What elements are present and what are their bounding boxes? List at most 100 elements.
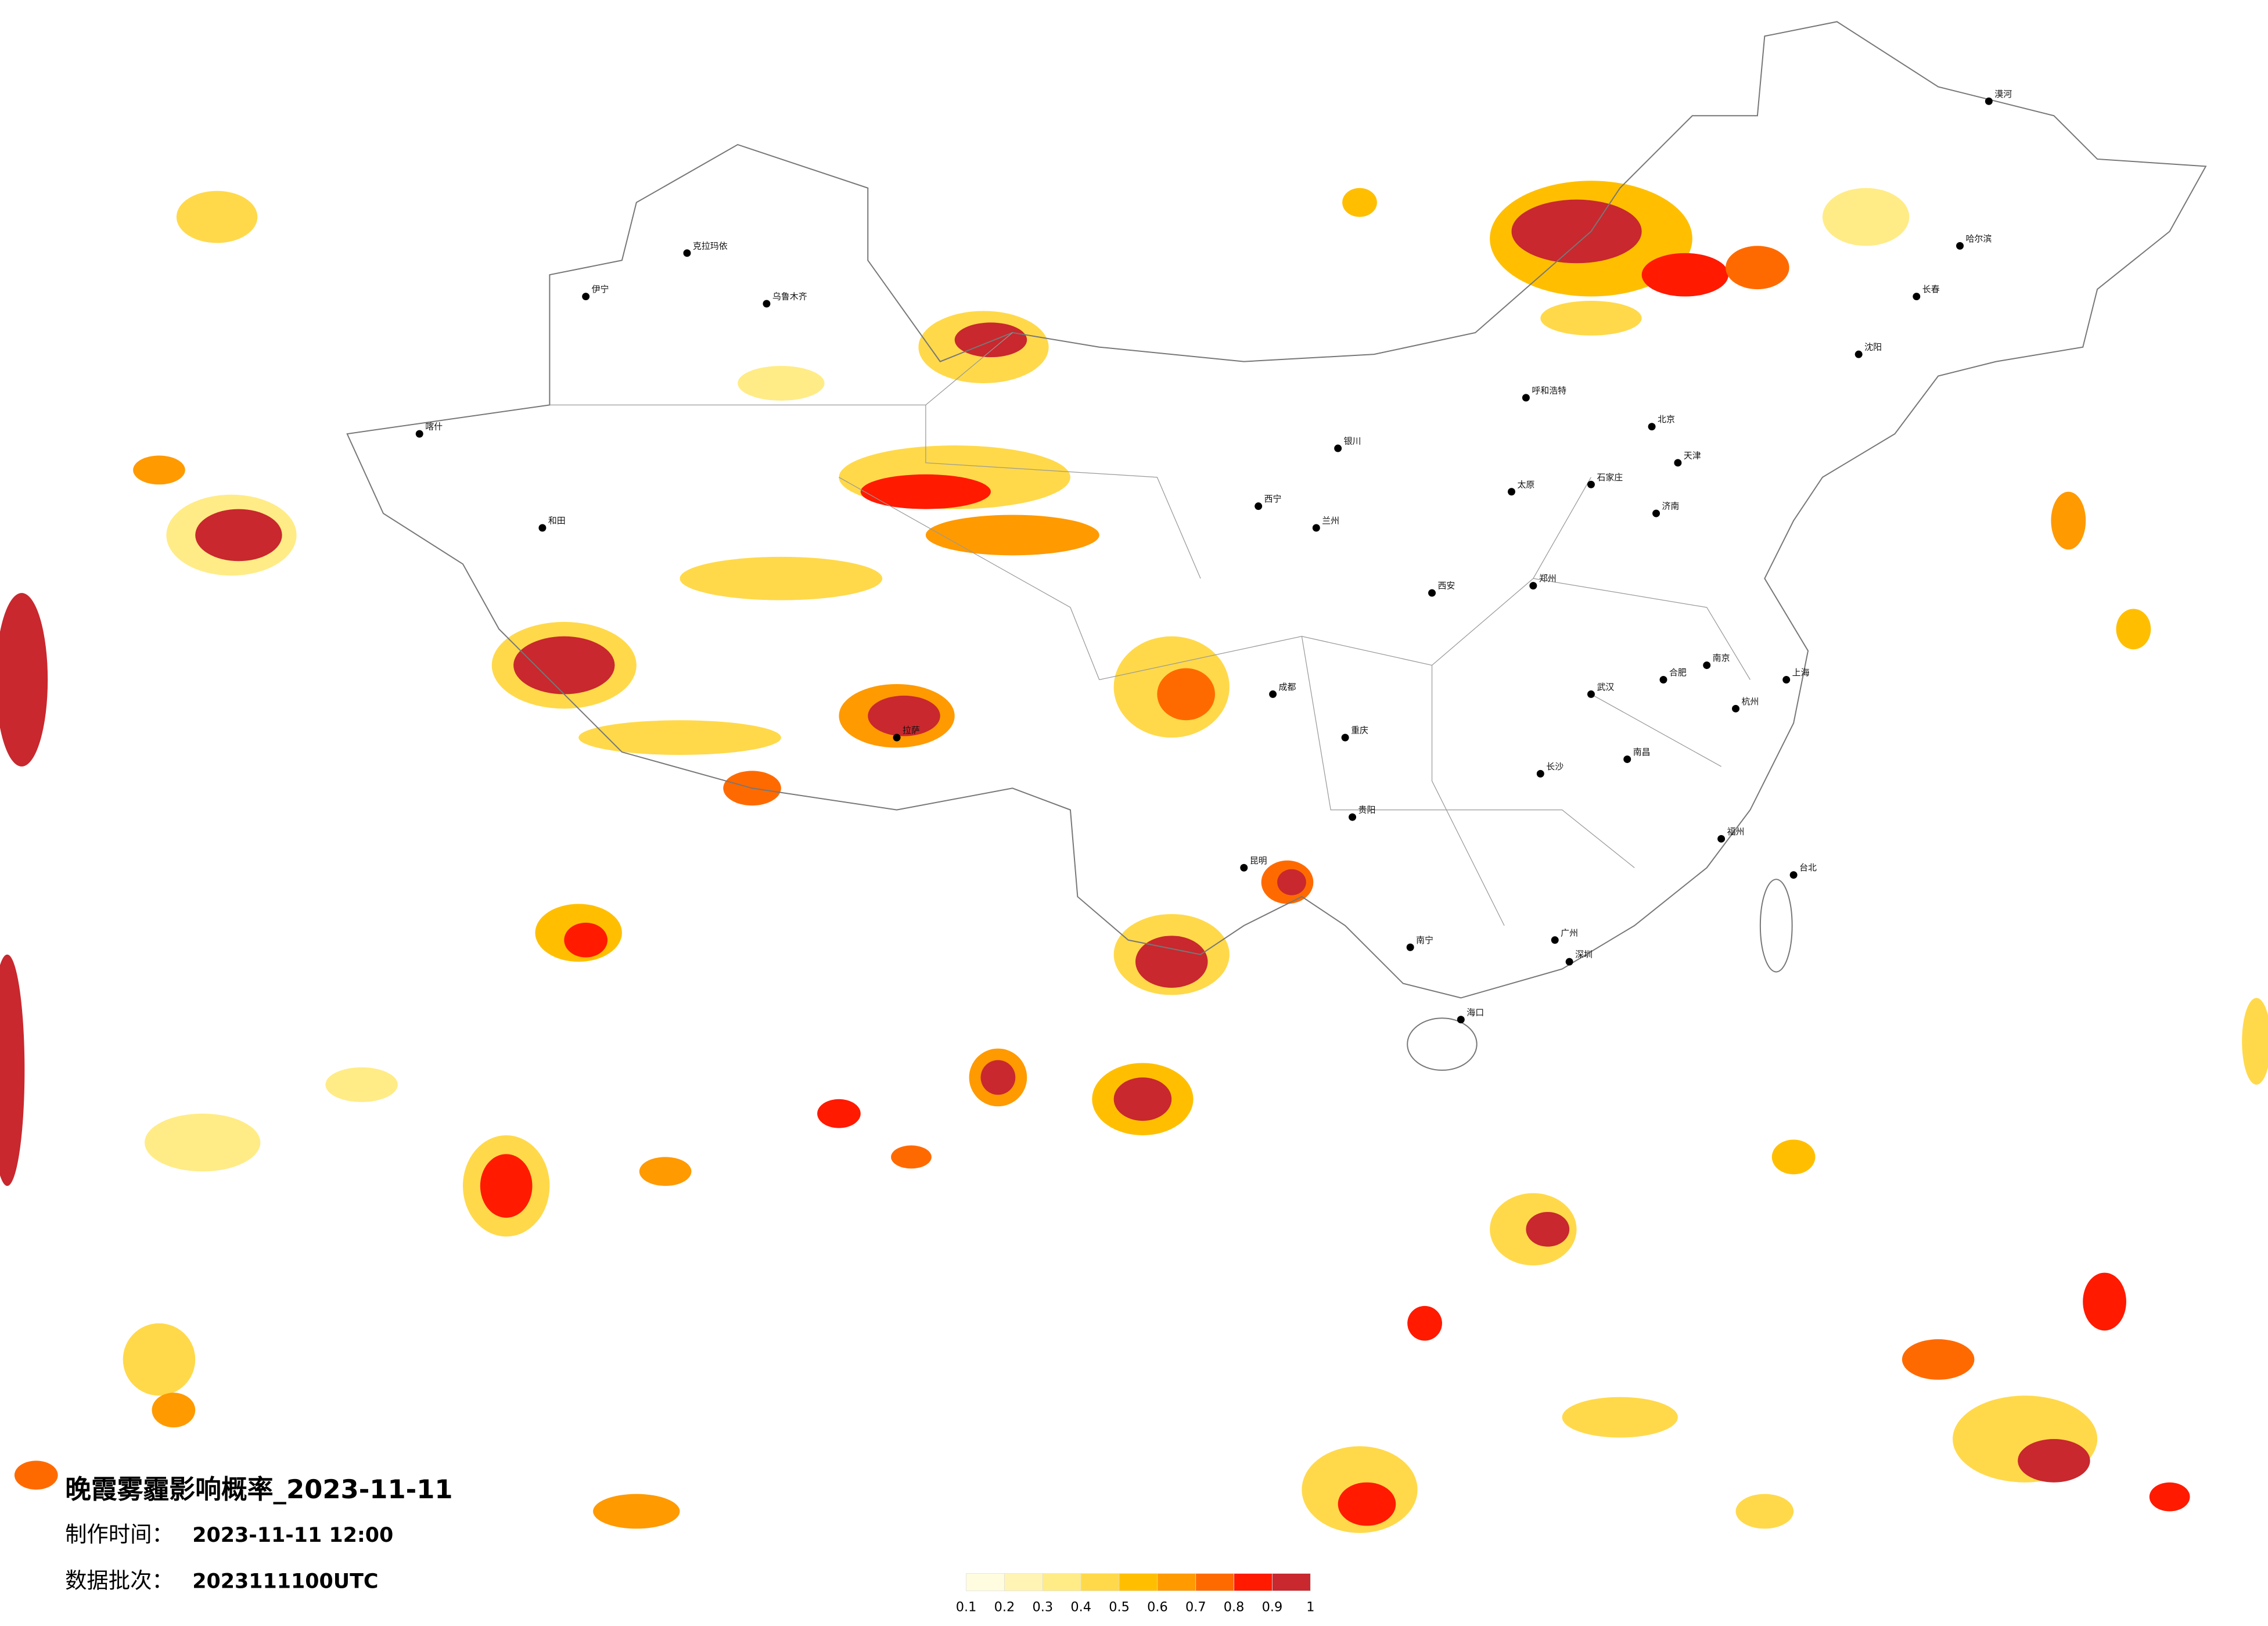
fog-patch xyxy=(2116,609,2151,650)
city-dot xyxy=(1551,936,1559,944)
fog-patch xyxy=(2051,491,2086,550)
city-label: 和田 xyxy=(548,516,566,526)
city-dot xyxy=(1985,97,1993,105)
city-label: 郑州 xyxy=(1539,573,1557,584)
city-label: 乌鲁木齐 xyxy=(772,292,807,302)
legend-swatch xyxy=(1272,1573,1311,1591)
city-label: 成都 xyxy=(1279,682,1296,692)
city-dot xyxy=(1956,242,1964,250)
legend-swatch xyxy=(1195,1573,1234,1591)
city-label: 重庆 xyxy=(1351,725,1368,736)
city-label: 广州 xyxy=(1561,927,1578,938)
city-label: 银川 xyxy=(1344,436,1361,447)
city-dot xyxy=(1522,394,1530,402)
fog-patch xyxy=(195,509,282,562)
legend-swatch xyxy=(1080,1573,1120,1591)
legend-swatch xyxy=(1157,1573,1196,1591)
fog-patch xyxy=(639,1157,692,1186)
country-outline xyxy=(346,21,2207,999)
fog-patch xyxy=(817,1099,861,1128)
city-label: 贵阳 xyxy=(1358,805,1376,815)
hainan-outline xyxy=(1407,1017,1478,1071)
taiwan-outline xyxy=(1759,879,1793,973)
made-label: 制作时间： xyxy=(65,1521,174,1547)
city-label: 呼和浩特 xyxy=(1532,385,1566,395)
fog-patch xyxy=(0,954,25,1186)
fog-patch xyxy=(1735,1494,1794,1529)
fog-patch xyxy=(1562,1397,1678,1438)
batch-label: 数据批次： xyxy=(65,1567,174,1593)
fog-patch xyxy=(1157,668,1215,721)
city-label: 福州 xyxy=(1727,826,1745,837)
legend-tick-label: 0.8 xyxy=(1224,1599,1245,1614)
city-dot xyxy=(1703,661,1711,670)
city-dot xyxy=(1789,871,1798,879)
fog-patch xyxy=(2242,998,2268,1085)
city-dot xyxy=(1732,704,1739,713)
city-dot xyxy=(1587,690,1595,698)
fog-patch xyxy=(578,720,781,756)
city-label: 昆明 xyxy=(1250,855,1267,866)
city-dot xyxy=(1508,488,1515,496)
city-label: 南京 xyxy=(1713,653,1730,663)
city-dot xyxy=(1428,589,1436,597)
fog-patch xyxy=(2018,1438,2090,1483)
city-dot xyxy=(538,524,547,532)
batch: 2023111100UTC xyxy=(192,1570,378,1593)
city-dot xyxy=(1652,509,1660,517)
fog-patch xyxy=(564,922,608,958)
city-dot xyxy=(1312,524,1320,532)
fog-patch xyxy=(1113,1077,1172,1121)
legend-swatch xyxy=(1119,1573,1158,1591)
legend: 0.1 0.2 0.3 0.4 0.5 0.6 0.7 0.8 0.9 1 xyxy=(956,1573,1314,1614)
fog-patch xyxy=(123,1323,196,1396)
city-label: 拉萨 xyxy=(903,725,920,736)
city-dot xyxy=(1406,943,1414,951)
fog-patch xyxy=(593,1494,680,1529)
map-title: 晚霞雾霾影响概率_2023-11-11 xyxy=(65,1474,453,1505)
city-dot xyxy=(415,430,423,438)
fog-patch xyxy=(680,556,883,600)
fog-patch xyxy=(925,515,1099,556)
city-label: 海口 xyxy=(1467,1007,1484,1017)
legend-tick-label: 0.2 xyxy=(994,1599,1015,1614)
city-label: 武汉 xyxy=(1597,682,1614,692)
legend-tick-label: 0.4 xyxy=(1070,1599,1091,1614)
fog-patch xyxy=(860,474,991,509)
city-dot xyxy=(1341,733,1349,742)
city-label: 漠河 xyxy=(1994,89,2012,99)
city-dot xyxy=(1674,459,1682,467)
legend-tick-label: 0.5 xyxy=(1109,1599,1130,1614)
fog-patch xyxy=(2149,1482,2190,1512)
city-label: 杭州 xyxy=(1741,696,1759,707)
city-dot xyxy=(1529,582,1537,590)
fog-patch xyxy=(1902,1339,1975,1380)
city-label: 天津 xyxy=(1684,450,1701,461)
fog-patch xyxy=(1526,1211,1570,1247)
fog-layer xyxy=(0,181,2268,1533)
fog-patch xyxy=(1822,188,1910,246)
fog-patch xyxy=(1338,1482,1396,1526)
fog-patch xyxy=(133,455,185,485)
fog-patch xyxy=(1342,188,1377,217)
city-label: 伊宁 xyxy=(592,284,609,294)
fog-patch xyxy=(1407,1305,1442,1341)
fog-patch xyxy=(480,1154,533,1218)
city-dot xyxy=(1240,864,1248,872)
city-label: 太原 xyxy=(1517,479,1534,490)
city-label: 台北 xyxy=(1799,862,1817,873)
fog-patch xyxy=(1277,869,1306,895)
fog-patch xyxy=(1726,246,1789,290)
city-dot xyxy=(1334,444,1342,452)
legend-tick-label: 1 xyxy=(1306,1599,1314,1614)
fog-patch xyxy=(738,366,825,401)
fog-patch xyxy=(868,695,940,736)
city-label: 合肥 xyxy=(1669,667,1687,678)
city-label: 石家庄 xyxy=(1597,472,1623,483)
legend-tick-label: 0.6 xyxy=(1147,1599,1168,1614)
city-label: 兰州 xyxy=(1322,516,1339,526)
city-label: 深圳 xyxy=(1575,949,1593,960)
city-label: 喀什 xyxy=(425,422,443,432)
city-dot xyxy=(1269,690,1277,698)
